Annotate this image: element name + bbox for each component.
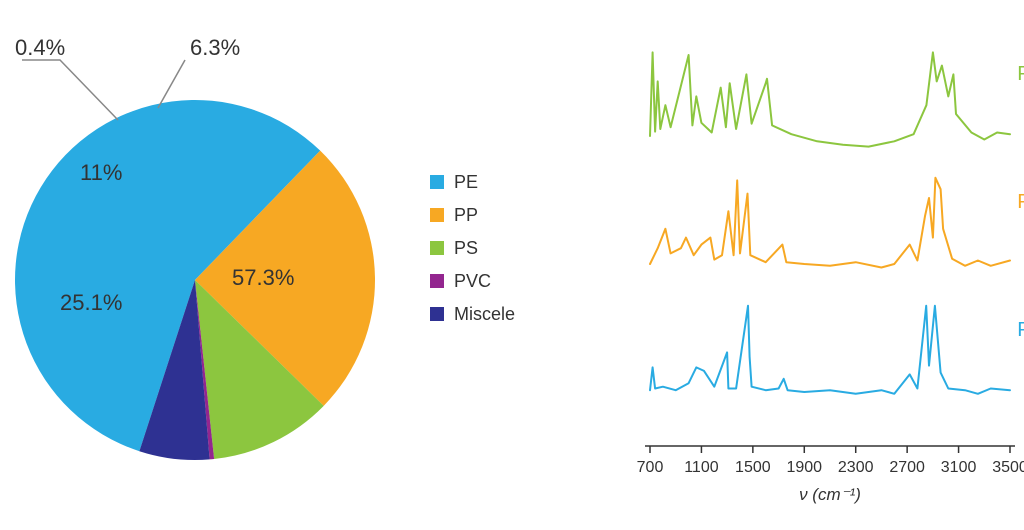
pie-label-pe: 57.3%	[232, 265, 294, 290]
legend-label-miscele: Miscele	[454, 304, 515, 324]
legend-label-pp: PP	[454, 205, 478, 225]
spectra-panel: PS PP PE 700 1100 1500 1900 2300 2700 3100 3500 ν (…	[637, 52, 1024, 504]
legend-swatch-pp	[430, 208, 444, 222]
legend-swatch-ps	[430, 241, 444, 255]
pie-chart: 57.3% 25.1% 11% 0.4% 6.3%	[15, 35, 375, 460]
pie-label-pvc: 0.4%	[15, 35, 65, 60]
legend-swatch-pvc	[430, 274, 444, 288]
spectrum-label-pp: PP	[1017, 191, 1024, 213]
spectrum-line-ps	[650, 52, 1010, 146]
spectrum-line-pe	[650, 306, 1010, 394]
x-tick-label: 2700	[889, 459, 925, 476]
legend-label-pvc: PVC	[454, 271, 491, 291]
x-tick-label: 3500	[992, 459, 1024, 476]
legend-label-ps: PS	[454, 238, 478, 258]
pie-label-miscele: 6.3%	[190, 35, 240, 60]
x-tick-label: 3100	[941, 459, 977, 476]
legend-label-pe: PE	[454, 172, 478, 192]
pie-label-ps: 11%	[80, 160, 122, 185]
spectrum-label-ps: PS	[1017, 63, 1024, 85]
legend: PE PP PS PVC Miscele	[430, 172, 515, 324]
x-tick-label: 1100	[684, 459, 719, 476]
spectrum-line-pp	[650, 178, 1010, 268]
x-tick-label: 1500	[735, 459, 771, 476]
x-tick-label: 2300	[838, 459, 874, 476]
legend-swatch-miscele	[430, 307, 444, 321]
x-axis-label: ν (cm⁻¹)	[799, 485, 861, 504]
pie-leader-pvc	[22, 60, 118, 120]
spectrum-label-pe: PE	[1017, 319, 1024, 341]
legend-swatch-pe	[430, 175, 444, 189]
x-tick-label: 1900	[786, 459, 822, 476]
x-tick-label: 700	[637, 459, 664, 476]
pie-label-pp: 25.1%	[60, 290, 122, 315]
